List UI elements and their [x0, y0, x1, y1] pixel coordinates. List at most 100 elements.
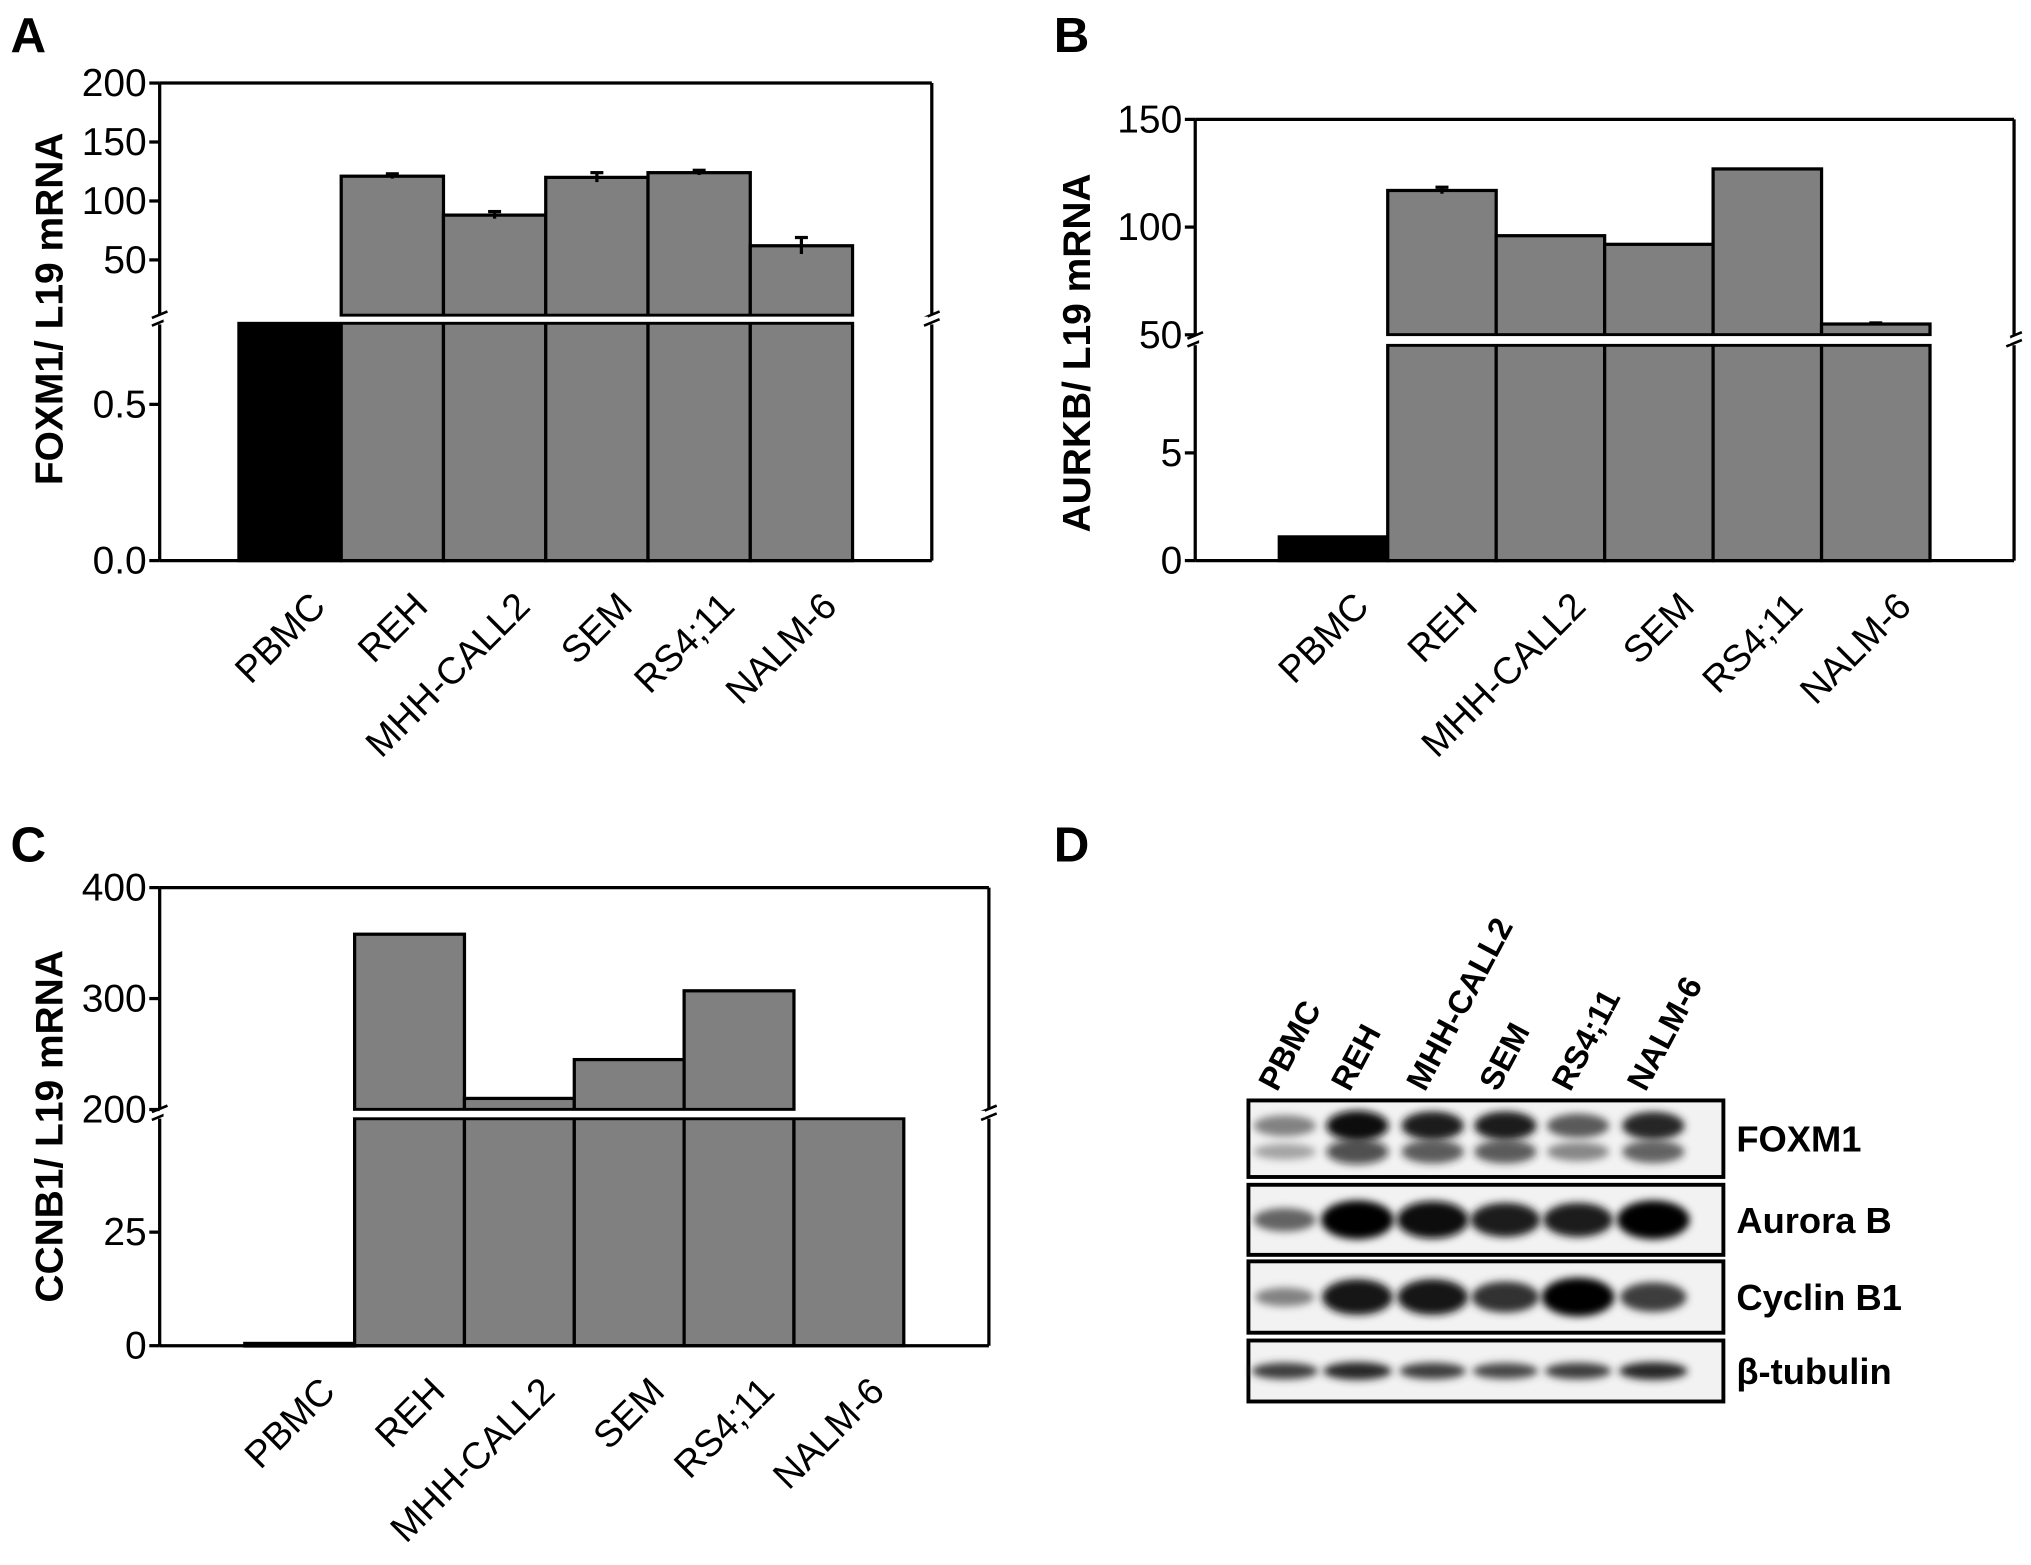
bar-upper-segment — [353, 932, 467, 1112]
y-tick-label: 0 — [125, 1325, 147, 1368]
lane-label: REH — [1324, 1019, 1388, 1096]
x-tick-label: REH — [367, 1369, 453, 1455]
protein-band — [1399, 1362, 1466, 1380]
bar-lower-segment — [462, 1116, 576, 1348]
bar-lower-segment — [339, 321, 446, 563]
bar — [1277, 535, 1390, 563]
protein-band — [1321, 1200, 1394, 1240]
bar-upper-segment — [1819, 322, 1932, 337]
y-tick-label: 400 — [82, 867, 147, 910]
bar-lower-segment — [682, 1116, 796, 1348]
blot-row-label: β-tubulin — [1736, 1351, 1891, 1392]
protein-band — [1541, 1277, 1615, 1317]
bar-upper-segment — [1386, 188, 1498, 337]
bar-upper-segment — [646, 171, 752, 317]
bar-lower-segment — [748, 321, 855, 563]
x-tick-label: NALM-6 — [1792, 584, 1919, 711]
protein-band — [1470, 1202, 1541, 1237]
panel-label-d: D — [1054, 818, 1090, 873]
y-tick-label: 100 — [1117, 206, 1182, 249]
panel-label-b: B — [1054, 8, 1090, 63]
x-tick-label: SEM — [585, 1369, 672, 1456]
protein-band — [1471, 1281, 1540, 1313]
x-tick-label: PBMC — [236, 1369, 343, 1476]
bar-lower-segment — [1494, 343, 1607, 563]
protein-band — [1326, 1139, 1389, 1165]
x-tick-label: REH — [350, 584, 436, 670]
y-tick-label: 0.0 — [93, 540, 147, 583]
lane-label: SEM — [1472, 1017, 1537, 1096]
bar-lower-segment — [646, 321, 752, 563]
y-tick-label: 5 — [1161, 432, 1183, 475]
blot-row-label: FOXM1 — [1736, 1119, 1861, 1160]
y-tick-label: 150 — [82, 121, 147, 164]
protein-band — [1622, 1111, 1685, 1140]
protein-band — [1326, 1110, 1389, 1141]
bar — [792, 1116, 906, 1348]
protein-band — [1251, 1362, 1318, 1380]
y-axis-label-c: CCNB1/ L19 mRNA — [28, 950, 71, 1303]
protein-band — [1255, 1287, 1315, 1307]
protein-band — [1474, 1139, 1537, 1164]
protein-band — [1474, 1111, 1537, 1141]
protein-band — [1401, 1111, 1464, 1141]
protein-band — [1546, 1142, 1610, 1162]
protein-band — [1620, 1282, 1687, 1312]
bar — [237, 321, 343, 563]
bar-upper-segment — [441, 213, 548, 317]
x-tick-label: REH — [1399, 584, 1485, 670]
axis-break-gap — [924, 314, 940, 325]
y-axis-label-a: FOXM1/ L19 mRNA — [28, 133, 71, 486]
y-tick-label: 0.5 — [93, 383, 147, 426]
panel-label-c: C — [10, 818, 46, 873]
y-tick-label: 150 — [1117, 98, 1182, 141]
x-tick-label: NALM-6 — [717, 584, 844, 711]
protein-band — [1543, 1202, 1613, 1237]
protein-band — [1397, 1279, 1469, 1315]
protein-band — [1616, 1200, 1690, 1240]
bar-upper-segment — [572, 1057, 686, 1112]
bar-upper-segment — [682, 989, 796, 1112]
y-axis-label-b: AURKB/ L19 mRNA — [1056, 173, 1099, 532]
y-tick-label: 200 — [82, 1088, 147, 1131]
bar-lower-segment — [544, 321, 650, 563]
y-tick-label: 0 — [1161, 540, 1183, 583]
y-tick-label: 300 — [82, 978, 147, 1021]
y-tick-label: 25 — [103, 1211, 146, 1254]
protein-band — [1546, 1113, 1610, 1138]
protein-band — [1253, 1143, 1316, 1160]
x-tick-label: SEM — [553, 584, 640, 671]
bar-lower-segment — [441, 321, 548, 563]
protein-band — [1544, 1362, 1612, 1380]
protein-band — [1323, 1362, 1392, 1380]
x-tick-label: PBMC — [227, 584, 334, 691]
y-tick-label: 50 — [103, 239, 146, 282]
break-line — [163, 316, 928, 322]
lane-label: PBMC — [1251, 995, 1328, 1096]
bar-lower-segment — [1603, 343, 1715, 563]
bar-upper-segment — [1603, 242, 1715, 337]
protein-band — [1472, 1363, 1539, 1379]
x-tick-label: PBMC — [1270, 584, 1377, 691]
bar-upper-segment — [1494, 234, 1607, 337]
axis-break-gap — [2006, 334, 2022, 346]
lane-label: NALM-6 — [1620, 971, 1709, 1096]
bar-upper-segment — [748, 244, 855, 317]
y-tick-label: 100 — [82, 180, 147, 223]
x-tick-label: NALM-6 — [765, 1369, 892, 1496]
protein-band — [1401, 1139, 1464, 1164]
break-line — [1199, 336, 2011, 344]
bar-upper-segment — [339, 174, 446, 317]
bar-lower-segment — [1819, 343, 1932, 563]
axis-break-gap — [981, 1108, 997, 1119]
axis-break-gap — [151, 314, 168, 325]
bar-lower-segment — [1386, 343, 1498, 563]
axis-break-gap — [151, 1108, 168, 1119]
bar-upper-segment — [1711, 167, 1824, 337]
bar-lower-segment — [353, 1116, 467, 1348]
blot-row-label: Aurora B — [1736, 1200, 1891, 1241]
bar-lower-segment — [572, 1116, 686, 1348]
